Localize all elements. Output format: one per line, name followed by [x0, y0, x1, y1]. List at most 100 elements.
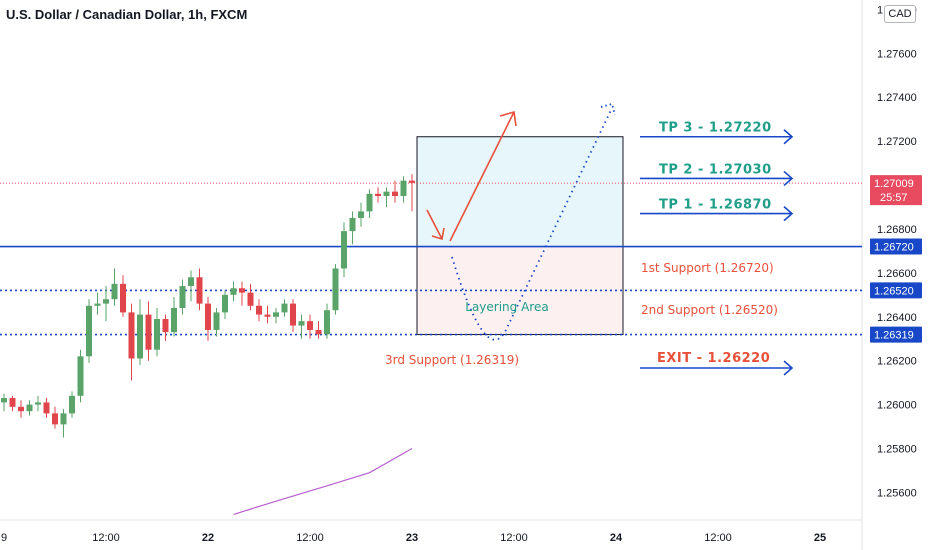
candle-body [1, 398, 7, 403]
candle-body [400, 180, 407, 197]
y-tick-label: 1.26800 [877, 224, 917, 236]
candle [1, 393, 7, 412]
x-tick-label: 12:00 [500, 532, 528, 544]
candle [111, 268, 118, 306]
candle [154, 308, 160, 357]
candle-body [86, 305, 92, 357]
candle-body [290, 303, 296, 326]
candle [86, 299, 92, 363]
candle [281, 299, 288, 317]
target-arrow-3 [640, 205, 794, 222]
candle [307, 314, 313, 339]
candle [324, 303, 330, 339]
x-tick-label: 12:00 [296, 532, 324, 544]
exit-arrow [640, 360, 794, 376]
candle-body [9, 398, 16, 407]
candle-body [273, 312, 279, 317]
candle [298, 314, 305, 339]
trade-annotations: TP 3 - 1.27220 TP 2 - 1.27030 TP 1 - 1.268… [385, 121, 794, 376]
candle [358, 202, 364, 227]
candle [273, 308, 279, 324]
svg-text:1.26520: 1.26520 [874, 285, 914, 297]
x-tick-label: 24 [610, 532, 623, 544]
candle-body [196, 277, 203, 304]
candle [341, 222, 347, 278]
candle [43, 398, 50, 418]
candle [230, 281, 237, 302]
candle-body [145, 314, 152, 350]
layering-area-label: Layering Area [465, 300, 548, 314]
candle [145, 301, 152, 361]
chart-title: U.S. Dollar / Canadian Dollar, 1h, FXCM [6, 7, 248, 22]
candle [392, 180, 398, 203]
y-tick-label: 1.25800 [877, 444, 917, 456]
candlestick-series [1, 174, 415, 438]
y-tick-label: 1.26200 [877, 356, 917, 368]
currency-badge[interactable]: CAD [884, 5, 916, 23]
target-arrow-2 [640, 170, 794, 187]
x-tick-label: 9 [1, 532, 7, 544]
candle-body [315, 329, 322, 335]
candle-body [375, 193, 381, 197]
candle-body [332, 268, 339, 311]
candle-body [111, 283, 118, 300]
y-tick-label: 1.26000 [877, 400, 917, 412]
moving-average-line [233, 448, 413, 515]
candle [409, 174, 415, 212]
candle [171, 297, 177, 337]
candle [128, 303, 135, 381]
candle-body [154, 318, 160, 350]
candle [366, 189, 373, 218]
y-tick-label: 1.27600 [877, 48, 917, 60]
candle-body [239, 288, 245, 293]
y-tick-label: 1.25600 [877, 487, 917, 499]
candle-body [383, 191, 390, 197]
entry-arrow [426, 209, 445, 241]
x-tick-label: 25 [814, 532, 826, 544]
candle [103, 286, 109, 322]
candle-body [52, 413, 58, 425]
candle [18, 400, 24, 418]
candle [120, 275, 126, 317]
candle-body [43, 402, 50, 414]
candle-body [409, 180, 415, 183]
candle [9, 395, 16, 412]
svg-text:1.26319: 1.26319 [874, 330, 914, 342]
candle-body [94, 303, 101, 306]
support-price-tag: 1.26520 [870, 282, 922, 299]
price-axis: 1.278001.276001.274001.272001.268001.266… [877, 4, 917, 499]
candle-body [307, 321, 313, 330]
svg-text:25:57: 25:57 [880, 192, 908, 204]
time-axis: 9 12:00 22 12:00 23 12:00 24 12:00 25 [1, 532, 826, 544]
candle-body [26, 404, 33, 412]
candle [239, 281, 245, 306]
candle-body [230, 288, 237, 295]
candle [60, 409, 67, 438]
candle-body [171, 308, 177, 333]
candle [213, 308, 220, 337]
support-price-tag: 1.26720 [870, 238, 922, 255]
candle [247, 283, 254, 311]
candle-body [162, 318, 169, 333]
support-levels [0, 245, 862, 336]
candle-body [128, 312, 135, 359]
candle-body [358, 211, 364, 218]
candle-body [120, 283, 126, 313]
svg-text:1.27009: 1.27009 [874, 178, 914, 190]
candle-body [137, 314, 143, 359]
support-annotation: 3rd Support (1.26319) [385, 353, 519, 367]
x-tick-label: 22 [202, 532, 214, 544]
support-annotation: 2nd Support (1.26520) [641, 303, 778, 317]
candle [383, 187, 390, 207]
x-tick-label: 12:00 [92, 532, 120, 544]
candle [137, 299, 143, 366]
candle [162, 314, 169, 341]
candle-body [213, 312, 220, 330]
candle-body [188, 277, 194, 287]
projection-arrows [426, 102, 616, 341]
support-price-tag: 1.26319 [870, 326, 922, 343]
y-tick-label: 1.26400 [877, 312, 917, 324]
target-label: TP 1 - 1.26870 [659, 198, 772, 213]
candle-body [324, 310, 330, 335]
